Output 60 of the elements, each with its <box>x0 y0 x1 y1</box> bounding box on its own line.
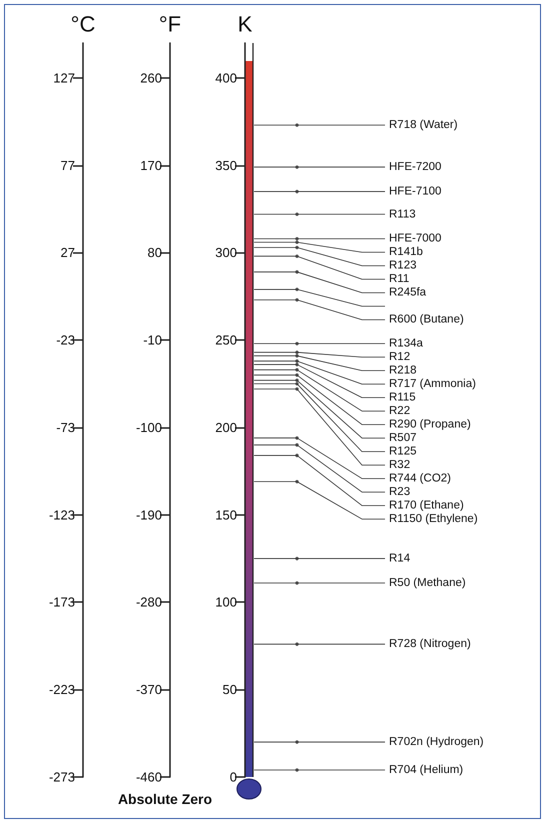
y3-tick-label: -280 <box>136 594 162 610</box>
text: R245fa <box>389 286 427 299</box>
text: R113 <box>389 208 416 220</box>
y3-tick-label: -190 <box>136 507 162 522</box>
text: Absolute Zero <box>118 791 212 807</box>
text: R134a <box>389 338 424 350</box>
text: R115 <box>389 392 416 404</box>
y3-tick-label: 170 <box>140 158 162 173</box>
text: R23 <box>389 486 410 498</box>
text: R717 (Ammonia) <box>389 378 476 390</box>
text: R702n (Hydrogen) <box>389 736 484 748</box>
y-axis-title: K <box>238 12 253 36</box>
text: R290 (Propane) <box>389 418 471 431</box>
text: HFE-7000 <box>389 232 442 245</box>
y-tick-label: 150 <box>215 507 237 522</box>
y-tick-label: 0 <box>230 770 237 784</box>
text: R123 <box>389 260 416 272</box>
text: HFE-7200 <box>389 161 442 174</box>
text: R141b <box>389 246 423 258</box>
y2-axis-title: °C <box>70 12 96 36</box>
y3-tick-label: 260 <box>140 70 162 86</box>
y2-tick-label: -273 <box>48 770 75 784</box>
y-tick-label: 200 <box>215 420 237 435</box>
y-tick-label: 300 <box>215 245 237 260</box>
text: R744 (CO2) <box>389 472 452 485</box>
text: HFE-7100 <box>389 186 442 198</box>
y-tick-label: 250 <box>215 332 237 348</box>
text: R704 (Helium) <box>389 764 464 776</box>
y2-tick-label: 127 <box>53 70 75 86</box>
text: R1150 (Ethylene) <box>389 513 478 526</box>
text: R718 (Water) <box>389 119 458 132</box>
text: R32 <box>389 459 410 472</box>
y2-tick-label: 27 <box>60 245 75 260</box>
text: R728 (Nitrogen) <box>389 638 471 650</box>
y2-tick-label: 77 <box>60 158 75 173</box>
text: R12 <box>389 351 410 364</box>
y3-tick-label: -460 <box>136 770 162 784</box>
text: R11 <box>389 273 410 286</box>
y3-tick-label: -370 <box>136 682 162 698</box>
text: R218 <box>389 364 416 377</box>
y2-tick-label: -223 <box>48 682 75 698</box>
text: R50 (Methane) <box>389 577 466 590</box>
y-tick-label: 50 <box>222 682 237 698</box>
y2-tick-label: -173 <box>48 594 75 610</box>
y3-tick-label: -100 <box>136 420 162 435</box>
y-tick-label: 350 <box>215 158 237 173</box>
y3-axis-title: °F <box>158 12 182 36</box>
text: R125 <box>389 446 416 458</box>
text: R14 <box>389 552 411 565</box>
text: R507 <box>389 432 416 444</box>
y2-tick-label: -23 <box>56 332 75 348</box>
y-tick-label: 100 <box>215 594 237 610</box>
y-tick-label: 400 <box>215 70 237 86</box>
y2-tick-label: -123 <box>48 507 75 522</box>
y2-tick-label: -73 <box>56 420 75 435</box>
text: R600 (Butane) <box>389 314 464 326</box>
text: R170 (Ethane) <box>389 500 464 512</box>
text: R22 <box>389 405 410 418</box>
y3-tick-label: 80 <box>148 245 162 260</box>
y3-tick-label: -10 <box>143 332 162 348</box>
